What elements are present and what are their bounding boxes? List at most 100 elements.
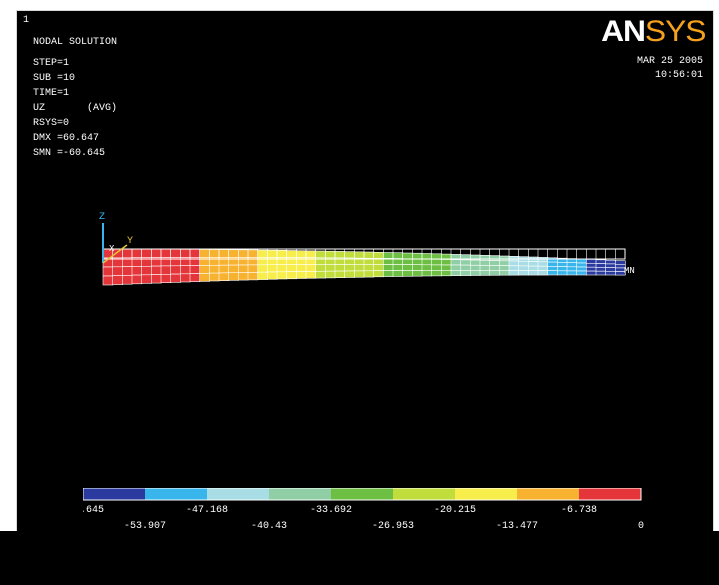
window-number: 1	[23, 15, 30, 26]
beam-element	[382, 264, 394, 271]
beam-element	[498, 260, 510, 266]
beam-element	[180, 265, 191, 275]
beam-element	[392, 258, 404, 265]
info-rsys: RSYS=0	[33, 118, 70, 129]
beam-element	[286, 264, 298, 273]
beam-element	[238, 264, 249, 273]
beam-element	[431, 270, 443, 277]
beam-element	[334, 264, 346, 272]
beam-element	[508, 260, 520, 266]
beam-element	[382, 270, 394, 277]
beam-element	[199, 249, 210, 258]
deformed-beam	[102, 248, 626, 286]
beam-element	[440, 270, 452, 277]
beam-element	[489, 260, 501, 266]
beam-element	[209, 272, 220, 282]
axis-x-label: X	[109, 244, 115, 254]
beam-element	[373, 252, 385, 259]
beam-element	[267, 271, 278, 280]
triad: Z Y X	[99, 212, 133, 264]
beam-element	[605, 267, 617, 272]
beam-element	[518, 270, 530, 276]
beam-element	[411, 258, 423, 265]
beam-element	[286, 271, 298, 280]
info-sub: SUB =10	[33, 73, 76, 84]
beam-element	[189, 273, 201, 283]
beam-element	[218, 249, 230, 258]
beam-element	[479, 255, 491, 261]
beam-element	[489, 265, 501, 271]
beam-element	[585, 263, 597, 268]
beam-element	[508, 265, 520, 271]
date-label: MAR 25 2005	[636, 56, 703, 67]
beam-element	[373, 270, 385, 278]
beam-element	[170, 265, 181, 275]
beam-element	[614, 271, 626, 276]
beam-element	[450, 270, 462, 276]
beam-element	[469, 259, 481, 266]
legend-label: -47.168	[186, 505, 228, 516]
beam-element	[228, 264, 239, 274]
beam-element	[170, 248, 181, 258]
info-title: NODAL SOLUTION	[33, 37, 118, 48]
beam-element	[411, 264, 423, 271]
beam-element	[286, 250, 298, 258]
beam-element	[537, 270, 549, 276]
info-step: STEP=1	[33, 58, 70, 69]
beam-element	[334, 251, 346, 259]
legend-bar	[393, 488, 455, 500]
beam-element	[151, 248, 162, 258]
beam-element	[315, 250, 327, 259]
beam-element	[450, 259, 462, 266]
beam-element	[440, 264, 452, 271]
beam-element	[141, 248, 152, 259]
beam-element	[363, 251, 375, 259]
beam-element	[334, 270, 346, 279]
beam-element	[585, 266, 597, 272]
beam-element	[344, 264, 356, 272]
beam-element	[257, 271, 268, 280]
axis-y-label: Y	[127, 236, 133, 247]
beam-element	[353, 251, 365, 259]
beam-element	[537, 257, 549, 263]
beam-element	[324, 270, 336, 279]
beam-element	[392, 264, 404, 271]
beam-element	[160, 265, 172, 275]
beam-element	[141, 274, 152, 284]
beam-element	[460, 270, 472, 276]
beam-element	[102, 266, 114, 277]
beam-element	[247, 272, 259, 281]
date-time: MAR 25 2005 10:56:01	[637, 55, 703, 83]
legend-label: -26.953	[372, 521, 414, 532]
beam-element	[238, 249, 249, 258]
contour-legend: -60.645 -53.907 -47.168 -40.43 -33.692 -26.95…	[83, 488, 644, 532]
beam-element	[411, 270, 423, 277]
beam-element	[479, 260, 491, 266]
legend-label: -6.738	[561, 505, 597, 516]
legend-bar	[331, 488, 393, 500]
beam-element	[180, 249, 191, 258]
beam-element	[614, 260, 626, 265]
beam-element	[295, 264, 307, 272]
beam-element	[228, 249, 239, 258]
info-time: TIME=1	[33, 88, 70, 99]
beam-element	[566, 262, 578, 268]
beam-element	[576, 262, 588, 268]
info-dmx: DMX =60.647	[33, 133, 100, 144]
bottom-strip	[0, 531, 719, 585]
beam-element	[353, 270, 365, 278]
beam-contour-plot: Z Y X MN	[99, 212, 635, 286]
beam-element	[402, 258, 414, 265]
axis-z-label: Z	[99, 212, 105, 223]
beam-element	[518, 265, 530, 271]
graphics-window[interactable]: 1 NODAL SOLUTION STEP=1 SUB =10 TIME=1 U…	[16, 10, 714, 532]
beam-element	[305, 271, 317, 279]
beam-element	[547, 270, 559, 276]
legend-bar	[517, 488, 579, 500]
info-result: UZ (AVG)	[33, 103, 118, 114]
beam-element	[431, 253, 443, 260]
beam-element	[605, 263, 617, 268]
beam-element	[402, 270, 414, 277]
beam-element	[576, 270, 588, 276]
